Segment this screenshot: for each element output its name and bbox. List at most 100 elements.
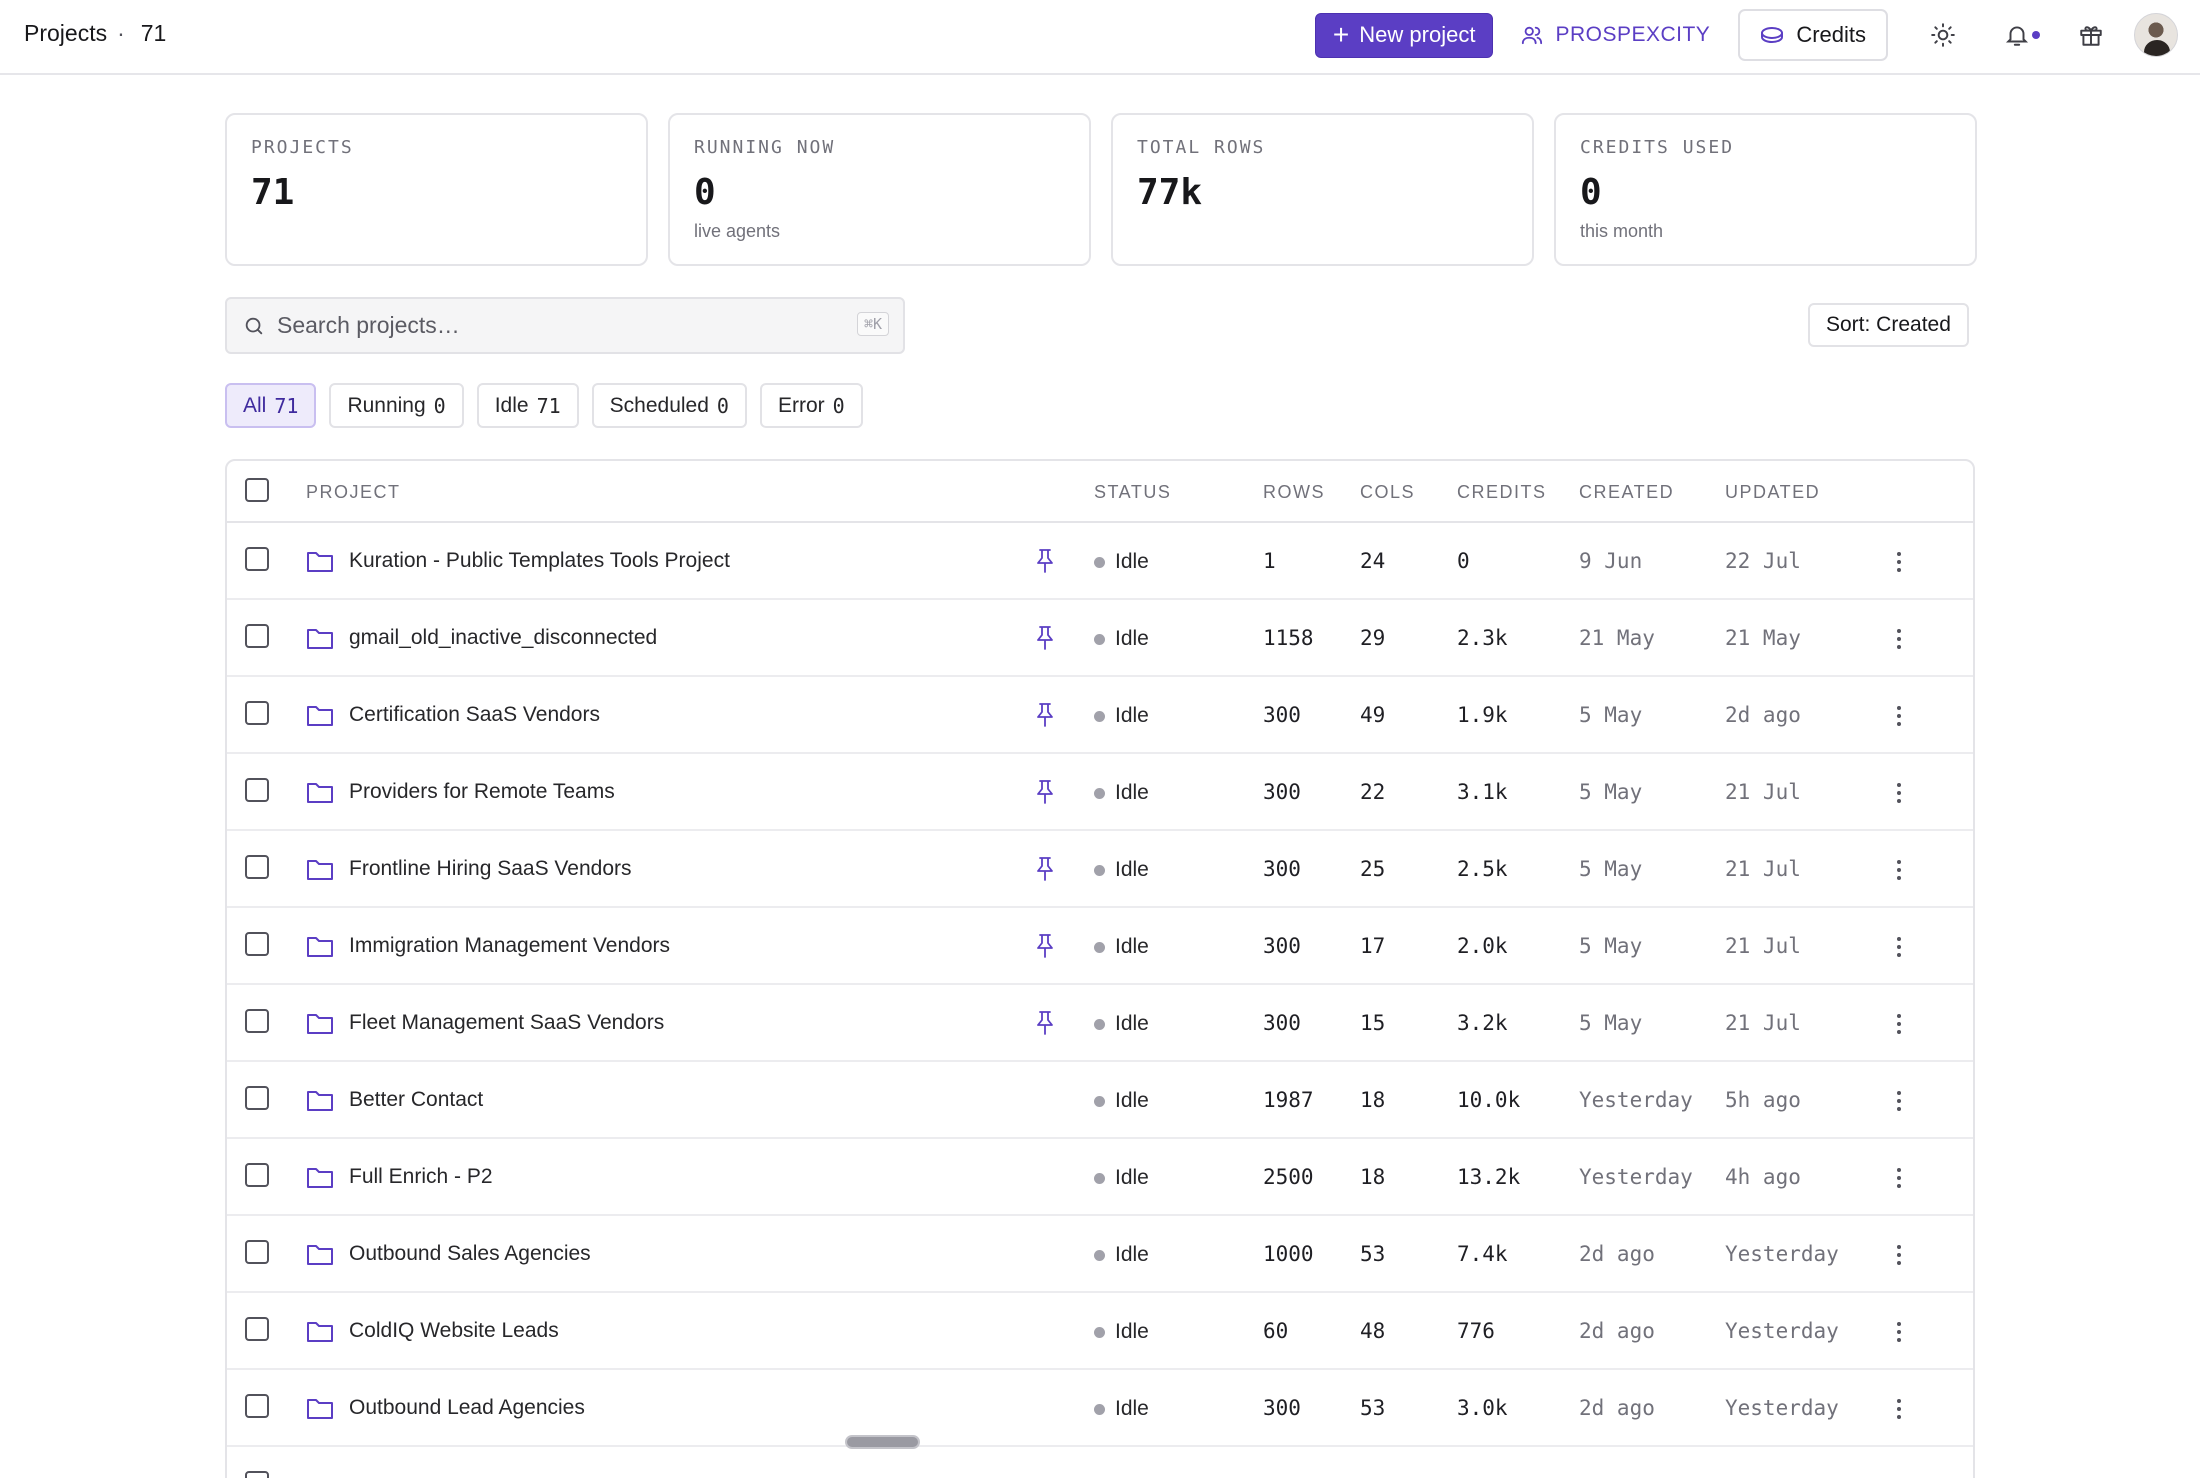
new-project-button[interactable]: + New project xyxy=(1314,12,1494,58)
project-name[interactable]: Certification SaaS Vendors xyxy=(349,703,600,726)
column-header-cols[interactable]: COLS xyxy=(1360,482,1416,502)
row-checkbox[interactable] xyxy=(245,778,269,802)
status-dot xyxy=(1094,1403,1105,1415)
filter-label: Running xyxy=(347,393,426,417)
table-row[interactable]: Full Enrich - P2 Idle 2500 18 13.2k Yest… xyxy=(227,1139,1973,1216)
updated-date: 21 Jul xyxy=(1725,1011,1801,1035)
column-header-rows[interactable]: ROWS xyxy=(1263,482,1325,502)
notifications-button[interactable] xyxy=(2002,20,2040,50)
credits-value: 2.0k xyxy=(1457,934,1508,958)
more-vertical-icon[interactable] xyxy=(1889,1243,1909,1267)
sort-button[interactable]: Sort: Created xyxy=(1808,303,1969,347)
project-name[interactable]: ColdIQ Website Leads xyxy=(349,1319,559,1342)
table-row[interactable]: Immigration Management Vendors Idle 300 … xyxy=(227,908,1973,985)
column-header-updated[interactable]: UPDATED xyxy=(1725,482,1821,502)
project-name[interactable]: Outbound Sales Agencies xyxy=(349,1242,591,1265)
project-name[interactable]: Kuration - Public Templates Tools Projec… xyxy=(349,549,730,572)
row-checkbox[interactable] xyxy=(245,547,269,571)
pin-icon[interactable] xyxy=(1034,548,1056,574)
status-text: Idle xyxy=(1115,1012,1149,1035)
stat-card-credits-used: CREDITS USED 0 this month xyxy=(1554,113,1977,266)
avatar[interactable] xyxy=(2134,13,2178,57)
project-name[interactable]: gmail_old_inactive_disconnected xyxy=(349,626,658,649)
row-checkbox[interactable] xyxy=(245,1471,269,1478)
row-checkbox[interactable] xyxy=(245,1086,269,1110)
filter-all[interactable]: All 71 xyxy=(225,383,317,428)
theme-toggle-button[interactable] xyxy=(1928,20,1958,50)
table-row[interactable]: Better Contact Idle 1987 18 10.0k Yester… xyxy=(227,1062,1973,1139)
row-count: 300 xyxy=(1263,1396,1301,1420)
filter-idle[interactable]: Idle 71 xyxy=(476,383,579,428)
row-checkbox[interactable] xyxy=(245,1240,269,1264)
stat-label: TOTAL ROWS xyxy=(1137,137,1266,158)
more-vertical-icon[interactable] xyxy=(1889,1089,1909,1113)
row-checkbox[interactable] xyxy=(245,1394,269,1418)
project-name[interactable]: Better Contact xyxy=(349,1088,484,1111)
row-checkbox[interactable] xyxy=(245,624,269,648)
credits-button[interactable]: Credits xyxy=(1738,9,1888,61)
more-vertical-icon[interactable] xyxy=(1889,627,1909,651)
pin-icon[interactable] xyxy=(1034,625,1056,651)
table-row[interactable]: Kuration - Public Templates Tools Projec… xyxy=(227,523,1973,600)
updated-date: Yesterday xyxy=(1725,1319,1839,1343)
more-vertical-icon[interactable] xyxy=(1889,935,1909,959)
table-row[interactable]: Outbound Sales Agencies Idle 1000 53 7.4… xyxy=(227,1216,1973,1293)
horizontal-scrollbar[interactable] xyxy=(845,1435,920,1449)
select-all-checkbox[interactable] xyxy=(245,478,269,502)
updated-date: 5h ago xyxy=(1725,1088,1801,1112)
project-name[interactable]: Full Enrich - P2 xyxy=(349,1165,493,1188)
status-dot xyxy=(1094,1172,1105,1184)
column-header-status[interactable]: STATUS xyxy=(1094,482,1172,502)
table-row[interactable]: Fleet Management SaaS Vendors Idle 300 1… xyxy=(227,985,1973,1062)
pin-icon[interactable] xyxy=(1034,702,1056,728)
folder-icon xyxy=(307,1322,333,1342)
table-row[interactable]: gmail_old_inactive_disconnected Idle 115… xyxy=(227,600,1973,677)
status-dot xyxy=(1094,633,1105,645)
folder-icon xyxy=(307,937,333,957)
more-vertical-icon[interactable] xyxy=(1889,1397,1909,1421)
row-count: 300 xyxy=(1263,780,1301,804)
filter-scheduled[interactable]: Scheduled 0 xyxy=(591,383,747,428)
gift-button[interactable] xyxy=(2076,20,2106,50)
column-header-project[interactable]: PROJECT xyxy=(306,482,401,502)
more-vertical-icon[interactable] xyxy=(1889,1012,1909,1036)
column-header-created[interactable]: CREATED xyxy=(1579,482,1675,502)
more-vertical-icon[interactable] xyxy=(1889,858,1909,882)
more-vertical-icon[interactable] xyxy=(1889,704,1909,728)
pin-icon[interactable] xyxy=(1034,1010,1056,1036)
more-vertical-icon[interactable] xyxy=(1889,781,1909,805)
filter-running[interactable]: Running 0 xyxy=(329,383,464,428)
title-separator: · xyxy=(117,20,125,46)
pin-icon[interactable] xyxy=(1034,856,1056,882)
more-vertical-icon[interactable] xyxy=(1889,1166,1909,1190)
table-row[interactable]: Certification SaaS Vendors Idle 300 49 1… xyxy=(227,677,1973,754)
project-name[interactable]: Immigration Management Vendors xyxy=(349,934,670,957)
org-switcher[interactable]: PROSPEXCITY xyxy=(1521,23,1710,47)
row-checkbox[interactable] xyxy=(245,855,269,879)
row-checkbox[interactable] xyxy=(245,932,269,956)
status-badge: Idle xyxy=(1094,1397,1149,1421)
project-name[interactable]: Fleet Management SaaS Vendors xyxy=(349,1011,665,1034)
project-name[interactable]: Frontline Hiring SaaS Vendors xyxy=(349,857,632,880)
row-checkbox[interactable] xyxy=(245,1163,269,1187)
table-row[interactable]: Providers for Remote Teams Idle 300 22 3… xyxy=(227,754,1973,831)
notification-dot xyxy=(2032,31,2040,39)
project-count: 71 xyxy=(140,20,167,46)
project-name[interactable]: Outbound Lead Agencies xyxy=(349,1396,585,1419)
pin-icon[interactable] xyxy=(1034,779,1056,805)
row-checkbox[interactable] xyxy=(245,1009,269,1033)
col-count: 48 xyxy=(1360,1319,1386,1343)
row-checkbox[interactable] xyxy=(245,1317,269,1341)
more-vertical-icon[interactable] xyxy=(1889,1320,1909,1344)
row-count: 1158 xyxy=(1263,626,1314,650)
search-input[interactable] xyxy=(277,312,817,339)
filter-error[interactable]: Error 0 xyxy=(759,383,863,428)
table-row[interactable]: Outbound Lead Agencies Idle 300 53 3.0k … xyxy=(227,1370,1973,1447)
table-row[interactable]: Frontline Hiring SaaS Vendors Idle 300 2… xyxy=(227,831,1973,908)
column-header-credits[interactable]: CREDITS xyxy=(1457,482,1547,502)
pin-icon[interactable] xyxy=(1034,933,1056,959)
table-row[interactable]: ColdIQ Website Leads Idle 60 48 776 2d a… xyxy=(227,1293,1973,1370)
project-name[interactable]: Providers for Remote Teams xyxy=(349,780,615,803)
row-checkbox[interactable] xyxy=(245,701,269,725)
more-vertical-icon[interactable] xyxy=(1889,550,1909,574)
